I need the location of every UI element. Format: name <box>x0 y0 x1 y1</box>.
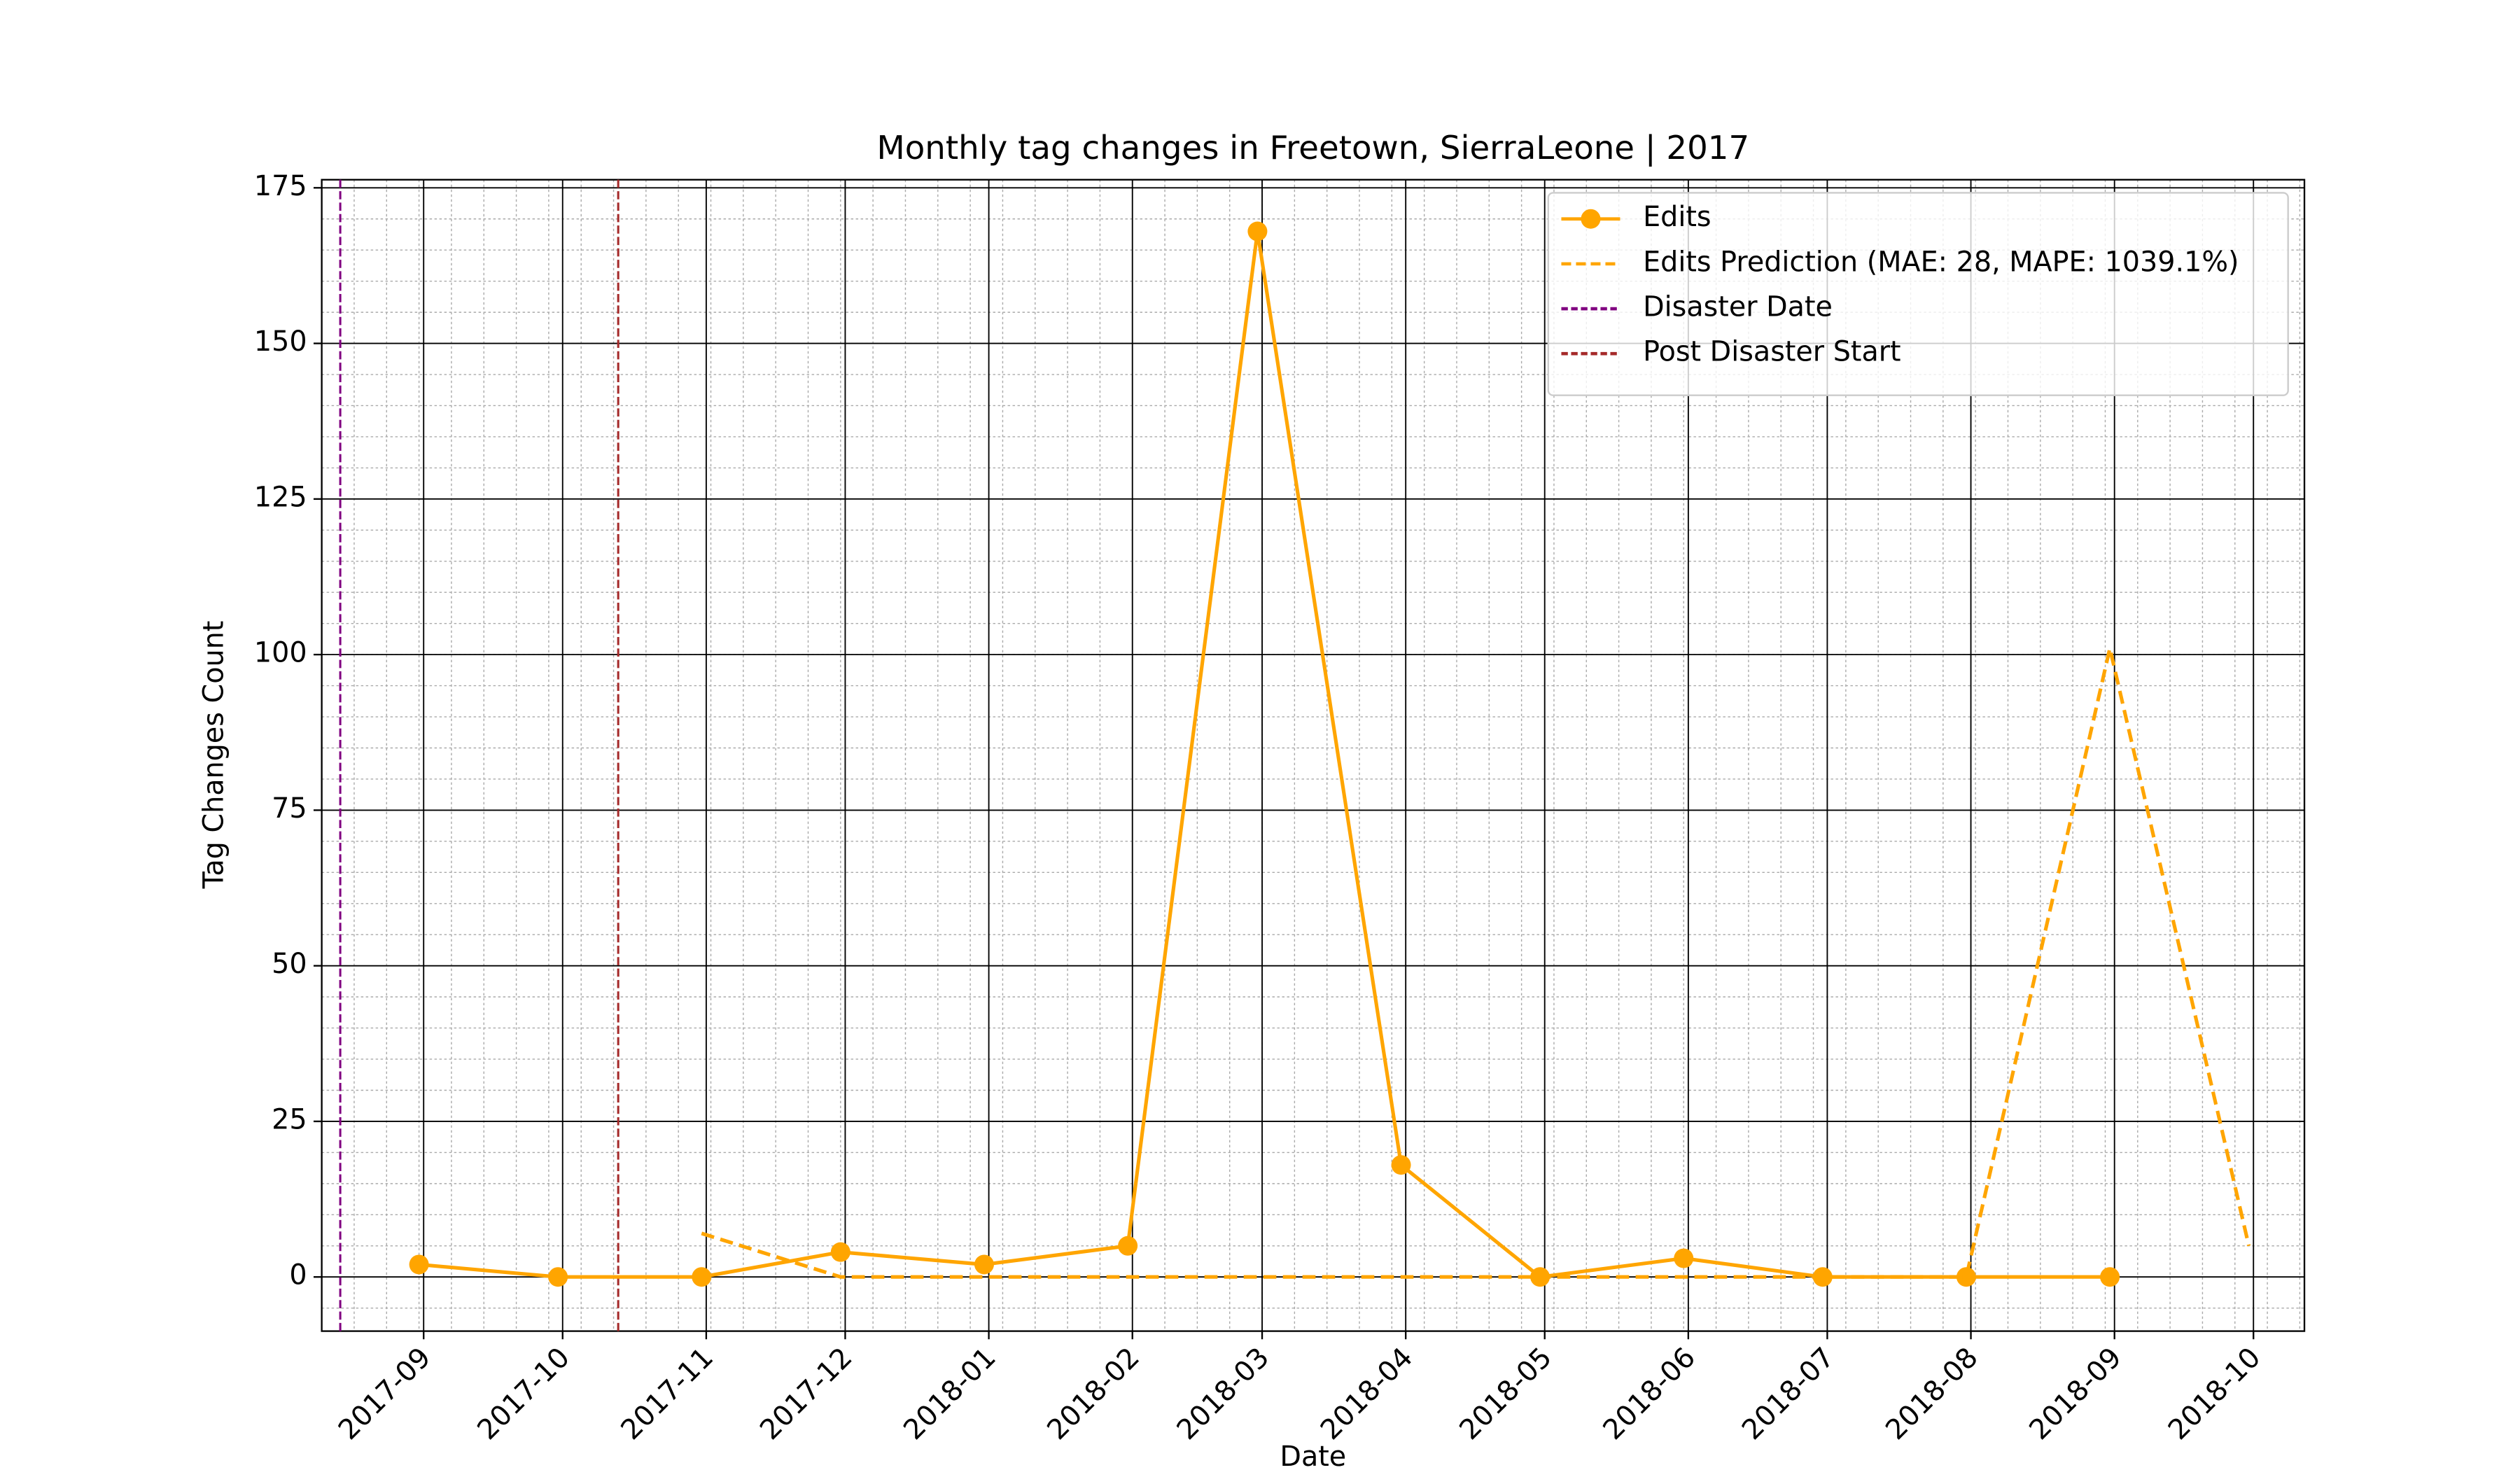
y-tick-label: 175 <box>254 170 307 202</box>
point <box>1118 1236 1138 1256</box>
plot-frame <box>321 178 2306 1332</box>
point <box>1674 1248 1694 1268</box>
y-tick-label: 125 <box>254 481 307 513</box>
legend-label: Edits Prediction (MAE: 28, MAPE: 1039.1%… <box>1643 246 2239 278</box>
x-axis-label: Date <box>1280 1441 1346 1470</box>
legend-box <box>1547 192 2289 396</box>
point <box>1391 1155 1411 1175</box>
point <box>1247 221 1268 241</box>
legend-label: Post Disaster Start <box>1643 336 1901 368</box>
y-axis-label: Tag Changes Count <box>197 621 230 890</box>
point <box>974 1254 994 1275</box>
point <box>2100 1267 2120 1287</box>
y-tick-label: 25 <box>272 1103 307 1135</box>
y-tick-label: 100 <box>254 637 307 669</box>
series-line <box>701 648 2251 1279</box>
point <box>1956 1267 1976 1287</box>
legend-marker <box>1581 209 1601 229</box>
y-tick-label: 50 <box>272 948 307 980</box>
chart-title: Monthly tag changes in Freetown, SierraL… <box>876 130 1749 167</box>
y-tick-label: 75 <box>272 792 307 825</box>
legend: Edits Edits Prediction (MAE: 28, MAPE: 10… <box>1547 192 2289 396</box>
point <box>409 1254 429 1275</box>
point <box>548 1267 568 1287</box>
point <box>830 1242 850 1262</box>
point <box>692 1267 712 1287</box>
y-tick-label: 150 <box>254 326 307 358</box>
legend-label: Disaster Date <box>1643 291 1833 323</box>
y-tick-label: 0 <box>289 1259 307 1292</box>
legend-label: Edits <box>1643 201 1711 233</box>
